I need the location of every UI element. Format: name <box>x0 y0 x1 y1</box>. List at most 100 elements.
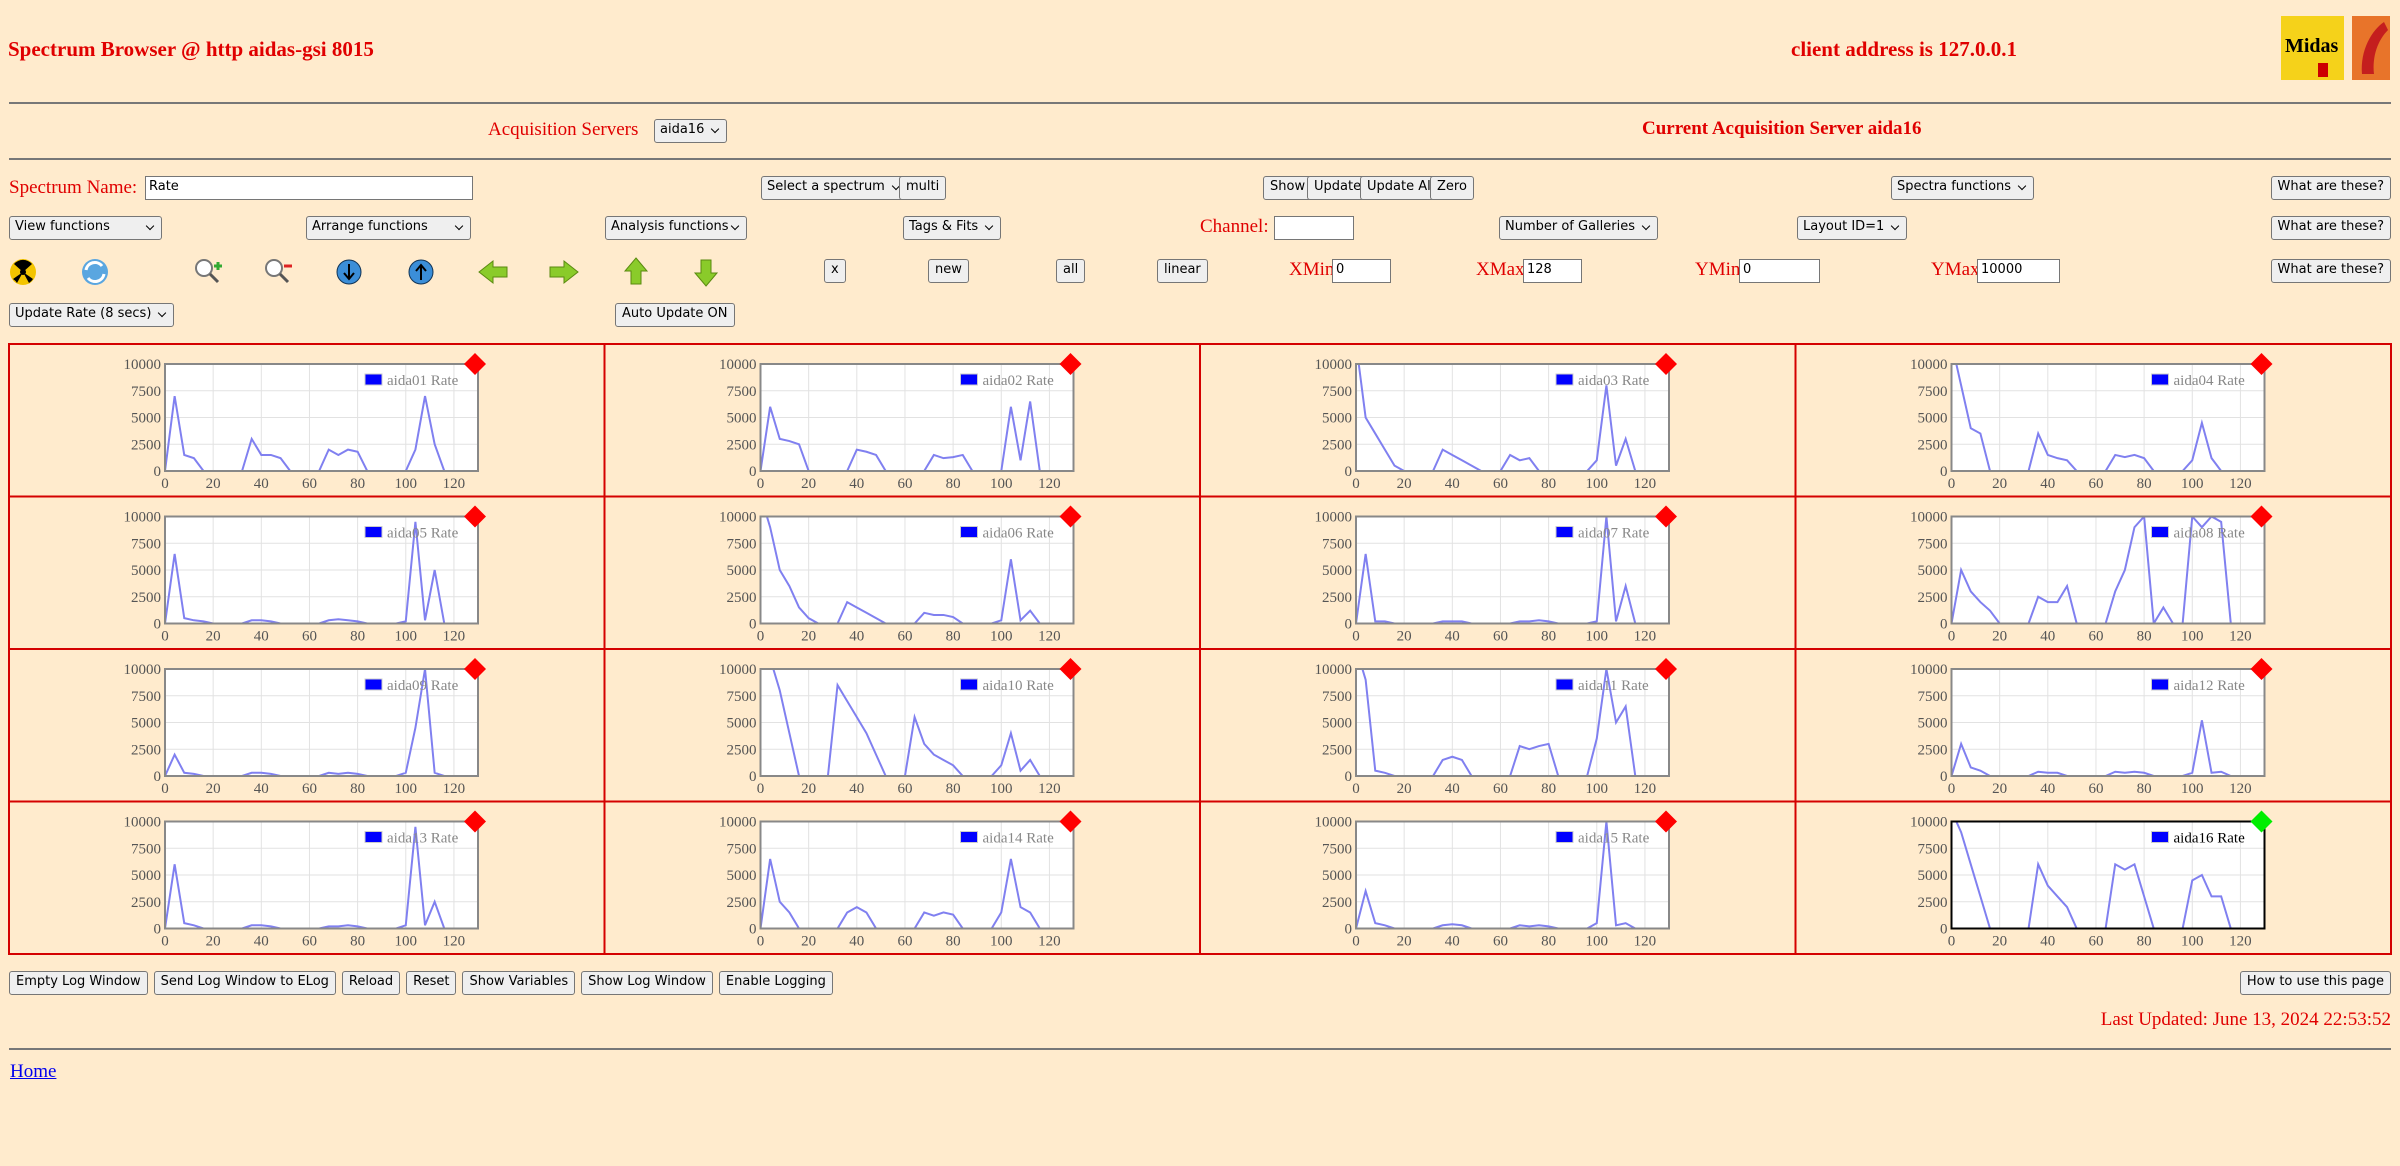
y-tick-label: 5000 <box>727 411 757 427</box>
x-tick-label: 100 <box>990 629 1013 645</box>
x-tick-label: 100 <box>395 476 418 492</box>
right-arrow-icon[interactable] <box>549 259 579 285</box>
scale-button[interactable]: linear <box>1157 259 1208 283</box>
legend-label: aida12 Rate <box>2174 678 2246 694</box>
analysis-functions-select[interactable]: Analysis functions <box>605 216 747 240</box>
y-tick-label: 10000 <box>719 357 757 373</box>
footer-button[interactable]: Reset <box>406 971 457 995</box>
x-tick-label: 120 <box>443 629 466 645</box>
footer-button[interactable]: Send Log Window to ELog <box>153 971 336 995</box>
footer-buttons: Empty Log Window Send Log Window to ELog R… <box>9 971 833 995</box>
y-tick-label: 0 <box>1940 769 1948 785</box>
down-icon[interactable] <box>336 259 362 285</box>
update-button[interactable]: Update <box>1307 176 1369 200</box>
spectra-functions-select[interactable]: Spectra functions <box>1891 176 2035 200</box>
y-tick-label: 2500 <box>1918 437 1948 453</box>
x-button[interactable]: x <box>824 259 846 283</box>
channel-input[interactable] <box>1274 216 1354 240</box>
help-button[interactable]: What are these? <box>2270 216 2391 240</box>
legend-swatch <box>364 373 383 386</box>
status-indicator <box>2250 353 2273 375</box>
spectrum-name-input[interactable]: Rate <box>145 176 473 200</box>
footer-button[interactable]: Empty Log Window <box>9 971 148 995</box>
new-button[interactable]: new <box>928 259 969 283</box>
x-tick-label: 100 <box>1586 781 1609 797</box>
help-button[interactable]: What are these? <box>2270 176 2391 200</box>
all-button[interactable]: all <box>1056 259 1086 283</box>
zoom-in-icon[interactable] <box>195 259 222 284</box>
data-line <box>1951 720 2260 776</box>
server-select[interactable]: aida16 <box>654 119 728 143</box>
x-tick-label: 0 <box>1948 629 1956 645</box>
y-tick-label: 5000 <box>1322 411 1352 427</box>
y-tick-label: 7500 <box>131 384 161 400</box>
legend-swatch <box>2151 678 2169 691</box>
x-tick-label: 20 <box>801 629 816 645</box>
update-rate-select[interactable]: Update Rate (8 secs) <box>9 303 175 327</box>
legend-label: aida14 Rate <box>983 831 1055 847</box>
status-indicator <box>464 810 486 833</box>
servers-label: Acquisition Servers <box>488 119 639 140</box>
y-tick-label: 5000 <box>1918 411 1948 427</box>
zero-button[interactable]: Zero <box>1430 176 1474 200</box>
x-tick-label: 20 <box>206 781 221 797</box>
x-tick-label: 120 <box>2229 629 2252 645</box>
x-tick-label: 0 <box>1948 781 1956 797</box>
gallery-cell: 0 2500 5000 7500 10000 0 20 40 60 80 100 120 aida13 … <box>8 800 606 955</box>
y-tick-label: 5000 <box>727 563 757 579</box>
plot-frame <box>759 363 1075 472</box>
layout-select[interactable]: Layout ID=1 <box>1797 216 1908 240</box>
plot-frame <box>1355 668 1670 777</box>
y-tick-label: 5000 <box>131 716 161 732</box>
xmin-input[interactable]: 0 <box>1332 259 1391 283</box>
data-line <box>1357 364 1665 471</box>
legend-swatch <box>364 831 383 843</box>
multi-button[interactable]: multi <box>899 176 947 200</box>
home-link[interactable]: Home <box>10 1061 57 1082</box>
view-functions-select[interactable]: View functions <box>9 216 162 240</box>
galleries-select[interactable]: Number of Galleries <box>1499 216 1659 240</box>
howto-button[interactable]: How to use this page <box>2239 971 2391 995</box>
footer-button[interactable]: Reload <box>341 971 401 995</box>
ymin-input[interactable]: 0 <box>1739 259 1820 283</box>
y-tick-label: 7500 <box>131 841 161 857</box>
footer-button[interactable]: Show Variables <box>462 971 576 995</box>
x-tick-label: 120 <box>1634 934 1657 950</box>
up-icon[interactable] <box>408 259 434 285</box>
xmax-input[interactable]: 128 <box>1523 259 1582 283</box>
refresh-icon[interactable] <box>82 259 108 285</box>
y-tick-label: 7500 <box>131 689 161 705</box>
up-arrow-icon[interactable] <box>623 257 649 285</box>
footer-button[interactable]: Enable Logging <box>718 971 833 995</box>
x-tick-label: 60 <box>302 781 317 797</box>
auto-update-button[interactable]: Auto Update ON <box>615 303 735 327</box>
spectrum-select[interactable]: Select a spectrum <box>761 176 908 200</box>
x-tick-label: 60 <box>897 934 912 950</box>
x-tick-label: 80 <box>2137 781 2152 797</box>
footer-button[interactable]: Show Log Window <box>581 971 713 995</box>
x-tick-label: 0 <box>757 781 765 797</box>
zoom-out-icon[interactable] <box>265 259 292 284</box>
x-tick-label: 20 <box>801 476 816 492</box>
x-tick-label: 80 <box>350 934 365 950</box>
tags-fits-select[interactable]: Tags & Fits <box>903 216 1002 240</box>
x-tick-label: 60 <box>1493 476 1508 492</box>
radiation-icon[interactable] <box>10 259 36 285</box>
x-tick-label: 120 <box>1634 781 1657 797</box>
x-tick-label: 40 <box>849 781 864 797</box>
update-all-button[interactable]: Update All <box>1360 176 1442 200</box>
show-button[interactable]: Show <box>1263 176 1313 200</box>
x-tick-label: 60 <box>1493 629 1508 645</box>
x-tick-label: 120 <box>1038 476 1061 492</box>
ymax-input[interactable]: 10000 <box>1977 259 2060 283</box>
gallery-cell: 0 2500 5000 7500 10000 0 20 40 60 80 100 120 aida10 … <box>603 648 1201 803</box>
left-arrow-icon[interactable] <box>478 259 508 285</box>
down-arrow-icon[interactable] <box>693 259 719 287</box>
help-button[interactable]: What are these? <box>2270 259 2391 283</box>
status-indicator <box>1059 353 1082 375</box>
y-tick-label: 10000 <box>1315 662 1353 678</box>
legend-swatch <box>2151 831 2169 843</box>
x-tick-label: 120 <box>2229 476 2252 492</box>
arrange-functions-select[interactable]: Arrange functions <box>306 216 471 240</box>
